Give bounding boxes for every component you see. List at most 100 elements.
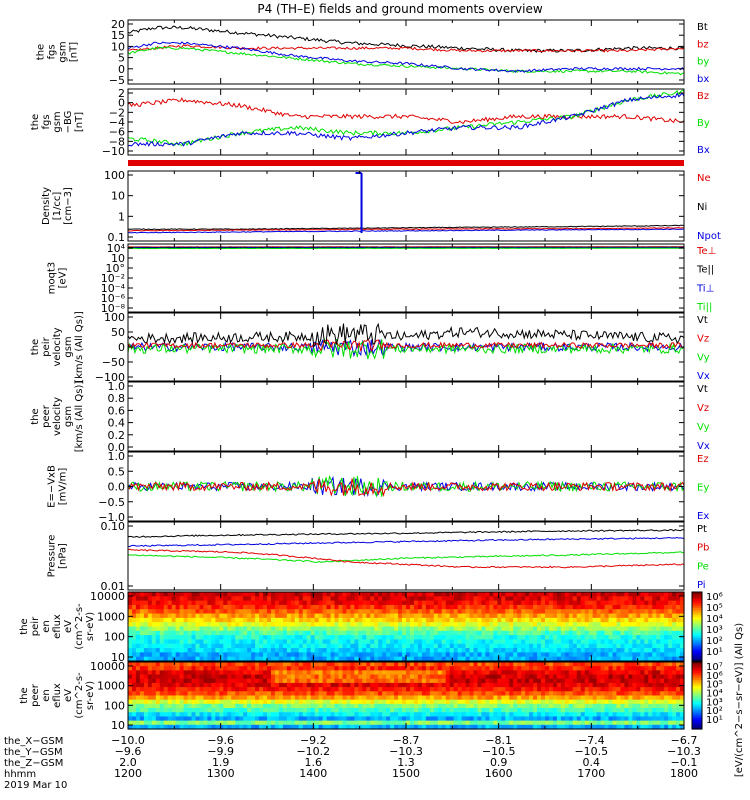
heatmap-cell: [366, 592, 371, 597]
heatmap-cell: [660, 605, 665, 610]
heatmap-cell: [561, 708, 566, 713]
heatmap-cell: [239, 670, 244, 675]
heatmap-cell: [207, 601, 212, 606]
heatmap-cell: [438, 644, 443, 649]
heatmap-cell: [410, 666, 415, 671]
heatmap-cell: [434, 622, 439, 627]
heatmap-cell: [247, 679, 252, 684]
heatmap-cell: [446, 683, 451, 688]
heatmap-cell: [553, 601, 558, 606]
heatmap-cell: [156, 691, 161, 696]
heatmap-cell: [553, 670, 558, 675]
heatmap-cell: [628, 605, 633, 610]
heatmap-cell: [652, 687, 657, 692]
heatmap-cell: [636, 670, 641, 675]
heatmap-cell: [176, 622, 181, 627]
heatmap-cell: [481, 670, 486, 675]
heatmap-cell: [640, 683, 645, 688]
heatmap-cell: [470, 679, 475, 684]
heatmap-cell: [378, 679, 383, 684]
heatmap-cell: [605, 635, 610, 640]
heatmap-cell: [561, 675, 566, 680]
heatmap-cell: [632, 700, 637, 705]
heatmap-cell: [251, 666, 256, 671]
heatmap-cell: [295, 622, 300, 627]
heatmap-cell: [331, 631, 336, 636]
heatmap-cell: [561, 691, 566, 696]
heatmap-cell: [219, 639, 224, 644]
heatmap-cell: [223, 662, 228, 667]
heatmap-cell: [331, 670, 336, 675]
heatmap-cell: [577, 627, 582, 632]
heatmap-cell: [338, 704, 343, 709]
heatmap-cell: [331, 622, 336, 627]
heatmap-cell: [323, 618, 328, 623]
heatmap-cell: [529, 687, 534, 692]
heatmap-cell: [589, 712, 594, 717]
heatmap-cell: [168, 687, 173, 692]
heatmap-cell: [303, 721, 308, 726]
heatmap-cell: [199, 708, 204, 713]
heatmap-cell: [243, 652, 248, 657]
heatmap-cell: [307, 696, 312, 701]
heatmap-cell: [132, 666, 137, 671]
heatmap-cell: [656, 618, 661, 623]
heatmap-cell: [168, 696, 173, 701]
heatmap-cell: [434, 631, 439, 636]
heatmap-cell: [418, 614, 423, 619]
heatmap-cell: [370, 601, 375, 606]
heatmap-cell: [557, 708, 562, 713]
heatmap-cell: [481, 639, 486, 644]
heatmap-cell: [509, 596, 514, 601]
heatmap-cell: [414, 618, 419, 623]
heatmap-cell: [327, 716, 332, 721]
heatmap-cell: [271, 652, 276, 657]
heatmap-cell: [434, 696, 439, 701]
heatmap-cell: [227, 683, 232, 688]
heatmap-cell: [390, 609, 395, 614]
heatmap-cell: [307, 704, 312, 709]
heatmap-cell: [164, 704, 169, 709]
heatmap-cell: [315, 679, 320, 684]
heatmap-cell: [319, 662, 324, 667]
heatmap-cell: [247, 712, 252, 717]
heatmap-cell: [525, 627, 530, 632]
heatmap-cell: [632, 662, 637, 667]
heatmap-cell: [569, 708, 574, 713]
heatmap-cell: [609, 609, 614, 614]
heatmap-cell: [267, 639, 272, 644]
heatmap-cell: [442, 696, 447, 701]
heatmap-cell: [640, 609, 645, 614]
heatmap-cell: [493, 712, 498, 717]
heatmap-cell: [358, 627, 363, 632]
heatmap-cell: [406, 631, 411, 636]
heatmap-cell: [299, 704, 304, 709]
heatmap-cell: [438, 631, 443, 636]
heatmap-cell: [533, 639, 538, 644]
heatmap-cell: [342, 622, 347, 627]
heatmap-cell: [227, 614, 232, 619]
heatmap-cell: [342, 648, 347, 653]
heatmap-cell: [188, 592, 193, 597]
heatmap-cell: [239, 708, 244, 713]
heatmap-cell: [485, 639, 490, 644]
heatmap-cell: [358, 635, 363, 640]
heatmap-cell: [517, 601, 522, 606]
heatmap-cell: [414, 662, 419, 667]
heatmap-cell: [370, 627, 375, 632]
heatmap-cell: [533, 596, 538, 601]
heatmap-cell: [239, 666, 244, 671]
heatmap-cell: [350, 712, 355, 717]
heatmap-cell: [426, 605, 431, 610]
heatmap-cell: [458, 596, 463, 601]
heatmap-cell: [362, 622, 367, 627]
heatmap-cell: [311, 716, 316, 721]
heatmap-cell: [184, 721, 189, 726]
heatmap-cell: [291, 618, 296, 623]
heatmap-cell: [573, 601, 578, 606]
heatmap-cell: [319, 609, 324, 614]
heatmap-cell: [660, 644, 665, 649]
heatmap-cell: [609, 708, 614, 713]
heatmap-cell: [470, 605, 475, 610]
heatmap-cell: [207, 622, 212, 627]
